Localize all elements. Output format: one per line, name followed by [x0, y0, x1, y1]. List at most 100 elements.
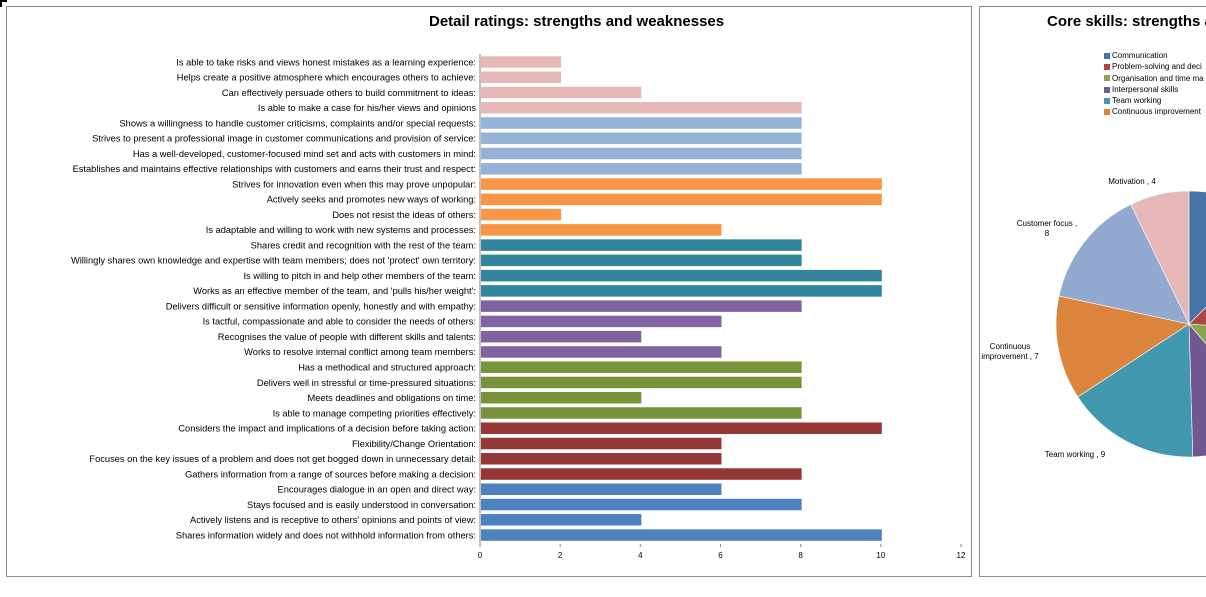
pie-legend: Communication Problem-solving and deci Org…: [1104, 50, 1204, 118]
bar[interactable]: [481, 71, 562, 84]
bar[interactable]: [481, 147, 802, 160]
category-label: Recognises the value of people with diff…: [218, 332, 476, 342]
category-label: Shows a willingness to handle customer c…: [119, 118, 476, 128]
category-label: Is tactful, compassionate and able to co…: [203, 317, 476, 327]
legend-item: Team working: [1104, 95, 1204, 106]
bar[interactable]: [481, 391, 642, 404]
category-label: Gathers information from a range of sour…: [185, 469, 476, 479]
category-label: Strives to present a professional image …: [92, 134, 476, 144]
category-label: Works as an effective member of the team…: [193, 286, 476, 296]
category-label: Is able to take risks and views honest m…: [176, 57, 476, 67]
bar[interactable]: [481, 468, 802, 480]
category-label: Is willing to pitch in and help other me…: [243, 271, 476, 281]
pie-slice[interactable]: [1188, 323, 1206, 458]
bar[interactable]: [481, 483, 722, 496]
category-label: Shares information widely and does not w…: [176, 530, 476, 540]
legend-label: Communication: [1112, 51, 1168, 60]
category-label: Flexibility/Change Orientation:: [352, 439, 476, 449]
bar[interactable]: [481, 514, 642, 526]
bar[interactable]: [481, 453, 722, 465]
x-tick-label: 12: [957, 551, 966, 560]
category-label: Has a methodical and structured approach…: [298, 363, 476, 373]
legend-swatch: [1104, 97, 1110, 104]
pie-slice[interactable]: [1058, 204, 1190, 325]
bar[interactable]: [481, 254, 802, 267]
legend-label: Problem-solving and deci: [1112, 62, 1202, 72]
category-label: Willingly shares own knowledge and exper…: [71, 256, 476, 266]
category-label: Considers the impact and implications of…: [178, 424, 476, 434]
legend-item: Organisation and time ma: [1104, 73, 1204, 84]
bar[interactable]: [481, 407, 802, 419]
bar[interactable]: [481, 86, 642, 99]
bar[interactable]: [481, 529, 882, 541]
category-label: Can effectively persuade others to build…: [222, 88, 476, 98]
pie-slice[interactable]: [1188, 231, 1206, 334]
bar-chart-panel[interactable]: Detail ratings: strengths and weaknesses…: [6, 6, 972, 577]
bar[interactable]: [481, 361, 802, 373]
legend-item: Continuous improvement: [1104, 106, 1204, 117]
bar-chart-title: Detail ratings: strengths and weaknesses: [429, 13, 725, 30]
pie-data-label: Motivation , 4: [1108, 177, 1156, 186]
bar[interactable]: [481, 285, 882, 297]
legend-item: Problem-solving and deci: [1104, 61, 1204, 72]
legend-label: Continuous improvement: [1112, 107, 1201, 117]
legend-swatch: [1104, 52, 1110, 59]
category-label: Is able to make a case for his/her views…: [258, 103, 476, 113]
bar[interactable]: [481, 117, 802, 129]
legend-swatch: [1104, 75, 1110, 82]
pie-slice[interactable]: [1188, 190, 1206, 325]
pie-slice[interactable]: [1055, 295, 1190, 398]
category-label: Is able to manage competing priorities e…: [273, 408, 476, 418]
bar-chart: Is able to take risks and views honest m…: [71, 54, 966, 560]
category-label: Is adaptable and willing to work with ne…: [206, 225, 476, 235]
pie-data-label: Team working , 9: [1045, 450, 1106, 459]
category-label: Shares credit and recognition with the r…: [251, 240, 476, 250]
category-label: Encourages dialogue in an open and direc…: [278, 485, 476, 495]
x-tick-label: 4: [638, 551, 643, 560]
bar[interactable]: [481, 132, 802, 145]
category-label: Stays focused and is easily understood i…: [247, 500, 476, 510]
bar[interactable]: [481, 422, 882, 434]
bar[interactable]: [481, 330, 642, 343]
bar[interactable]: [481, 224, 722, 236]
bar[interactable]: [481, 56, 562, 68]
bar[interactable]: [481, 178, 882, 190]
bar[interactable]: [481, 193, 882, 206]
legend-label: Organisation and time ma: [1112, 73, 1204, 83]
category-label: Works to resolve internal conflict among…: [244, 347, 476, 357]
legend-label: Team working: [1112, 96, 1162, 106]
bar[interactable]: [481, 239, 802, 251]
bar[interactable]: [481, 315, 722, 328]
bar[interactable]: [481, 498, 802, 511]
selection-handle: [0, 0, 7, 7]
bar[interactable]: [481, 208, 562, 221]
bar[interactable]: [481, 346, 722, 358]
pie-slice[interactable]: [1188, 323, 1206, 425]
x-tick-label: 6: [718, 551, 723, 560]
bar[interactable]: [481, 163, 802, 175]
pie-chart: Team working , 9 Continuous improvement , …: [981, 177, 1206, 459]
x-tick-label: 10: [876, 551, 885, 560]
bar[interactable]: [481, 437, 722, 450]
legend-swatch: [1104, 86, 1110, 93]
x-tick-label: 2: [558, 551, 563, 560]
bar[interactable]: [481, 376, 802, 389]
category-label: Focuses on the key issues of a problem a…: [89, 454, 476, 464]
pie-data-label: Continuous improvement , 7: [981, 342, 1039, 361]
category-label: Establishes and maintains effective rela…: [73, 164, 476, 174]
pie-chart-panel[interactable]: Core skills: strengths and weaknesses Te…: [979, 6, 1206, 577]
category-label: Delivers well in stressful or time-press…: [257, 378, 476, 388]
pie-slice[interactable]: [1130, 190, 1190, 325]
bar[interactable]: [481, 300, 802, 312]
category-label: Helps create a positive atmosphere which…: [177, 73, 476, 83]
category-label: Has a well-developed, customer-focused m…: [133, 149, 476, 159]
bar[interactable]: [481, 102, 802, 114]
pie-chart-title: Core skills: strengths and weaknesses: [1047, 13, 1206, 30]
legend-item: Interpersonal skills: [1104, 84, 1204, 95]
category-label: Meets deadlines and obligations on time:: [308, 393, 476, 403]
x-tick-label: 0: [478, 551, 483, 560]
pie-slice[interactable]: [1077, 323, 1194, 458]
legend-item: Communication: [1104, 50, 1204, 61]
bar[interactable]: [481, 269, 882, 282]
legend-label: Interpersonal skills: [1112, 84, 1179, 94]
